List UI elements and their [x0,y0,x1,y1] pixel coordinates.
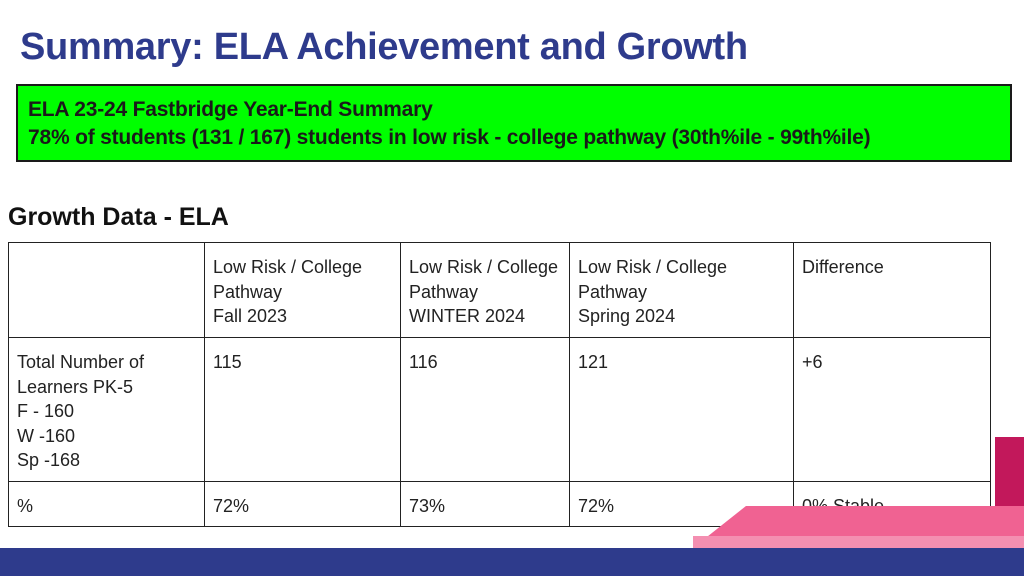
header-cell-fall-2023: Low Risk / College Pathway Fall 2023 [204,242,401,338]
header-cell-winter-2024: Low Risk / College Pathway WINTER 2024 [400,242,570,338]
header-cell-blank [8,242,205,338]
growth-data-table: Low Risk / College Pathway Fall 2023 Low… [8,242,991,527]
table-row: Total Number of Learners PK-5 F - 160 W … [8,337,991,482]
header-cell-difference: Difference [793,242,991,338]
row-label-percent: % [8,481,205,527]
cell-spring-2024-percent: 72% [569,481,794,527]
cell-spring-2024-count: 121 [569,337,794,482]
cell-winter-2024-percent: 73% [400,481,570,527]
row-label-total-learners: Total Number of Learners PK-5 F - 160 W … [8,337,205,482]
header-cell-spring-2024: Low Risk / College Pathway Spring 2024 [569,242,794,338]
growth-section-title: Growth Data - ELA [8,203,229,231]
decorative-pink-stripe [693,536,1024,548]
summary-statistic: 78% of students (131 / 167) students in … [28,126,871,149]
table-header-row: Low Risk / College Pathway Fall 2023 Low… [8,242,991,338]
slide-title: Summary: ELA Achievement and Growth [20,26,748,68]
footer-bar [0,548,1024,576]
summary-heading: ELA 23-24 Fastbridge Year-End Summary [28,98,433,121]
cell-fall-2023-percent: 72% [204,481,401,527]
cell-fall-2023-count: 115 [204,337,401,482]
cell-difference-count: +6 [793,337,991,482]
summary-box: ELA 23-24 Fastbridge Year-End Summary 78… [16,84,1012,162]
cell-winter-2024-count: 116 [400,337,570,482]
